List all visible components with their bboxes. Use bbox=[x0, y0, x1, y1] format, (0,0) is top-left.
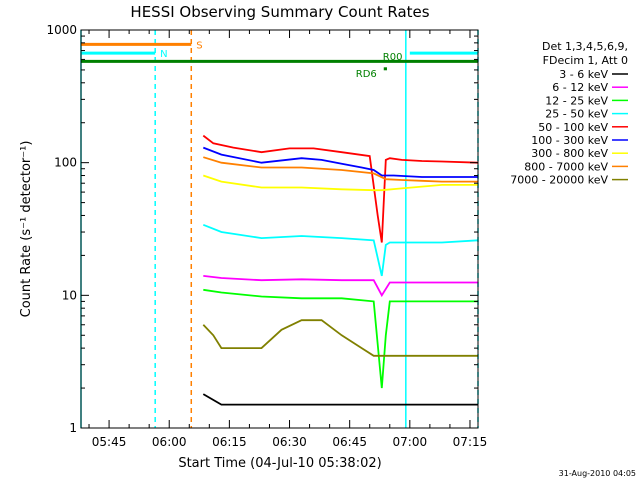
series-line bbox=[202, 393, 478, 406]
legend-label: 3 - 6 keV bbox=[559, 68, 608, 81]
flag-label: R00 bbox=[383, 52, 403, 63]
y-tick-label: 1 bbox=[69, 421, 77, 435]
y-tick-label: 10 bbox=[62, 288, 77, 302]
series-layer bbox=[202, 134, 479, 406]
legend-label: 100 - 300 keV bbox=[531, 134, 608, 147]
footer-timestamp: 31-Aug-2010 04:05 bbox=[559, 469, 636, 478]
chart-title: HESSI Observing Summary Count Rates bbox=[130, 3, 429, 21]
y-axis-label: Count Rate (s⁻¹ detector⁻¹) bbox=[19, 141, 34, 318]
series-line bbox=[203, 174, 478, 192]
flag-label: N bbox=[160, 49, 167, 60]
legend-label: 300 - 800 keV bbox=[531, 147, 608, 160]
flag-label-layer: S N RD6 R00 bbox=[160, 40, 402, 79]
y-tick-label: 1000 bbox=[46, 23, 77, 37]
series-line bbox=[203, 275, 478, 298]
flag-layer bbox=[80, 30, 479, 428]
flag-label: S bbox=[196, 40, 202, 51]
x-tick-label: 06:45 bbox=[332, 435, 367, 449]
series-line bbox=[202, 134, 479, 243]
y-tick-label: 100 bbox=[54, 156, 77, 170]
x-tick-label: 06:30 bbox=[272, 435, 307, 449]
legend-label: 50 - 100 keV bbox=[538, 121, 608, 134]
plot-frame bbox=[80, 29, 479, 429]
series-line bbox=[202, 319, 478, 357]
x-tick-label: 07:00 bbox=[393, 435, 428, 449]
x-tick-label: 06:00 bbox=[152, 435, 187, 449]
x-tick-label: 07:15 bbox=[453, 435, 488, 449]
series-line bbox=[203, 156, 478, 183]
axis-layer: 05:45 06:00 06:15 06:30 06:45 07:00 07:15 1 10 10… bbox=[46, 23, 487, 449]
flag-label: RD6 bbox=[356, 69, 377, 80]
x-tick-label: 05:45 bbox=[92, 435, 127, 449]
legend-label: 7000 - 20000 keV bbox=[510, 174, 608, 187]
legend-label: 25 - 50 keV bbox=[545, 108, 608, 121]
x-axis-label: Start Time (04-Jul-10 05:38:02) bbox=[178, 456, 381, 471]
series-line bbox=[202, 223, 479, 277]
legend-label: 12 - 25 keV bbox=[545, 94, 608, 107]
legend-header-line-1: Det 1,3,4,5,6,9, bbox=[542, 40, 628, 53]
legend-label: 800 - 7000 keV bbox=[524, 160, 608, 173]
x-tick-label: 06:15 bbox=[212, 435, 247, 449]
legend-label: 6 - 12 keV bbox=[552, 81, 608, 94]
series-line bbox=[203, 288, 478, 389]
legend-header-line-2: FDecim 1, Att 0 bbox=[543, 54, 628, 67]
series-line bbox=[202, 146, 478, 178]
